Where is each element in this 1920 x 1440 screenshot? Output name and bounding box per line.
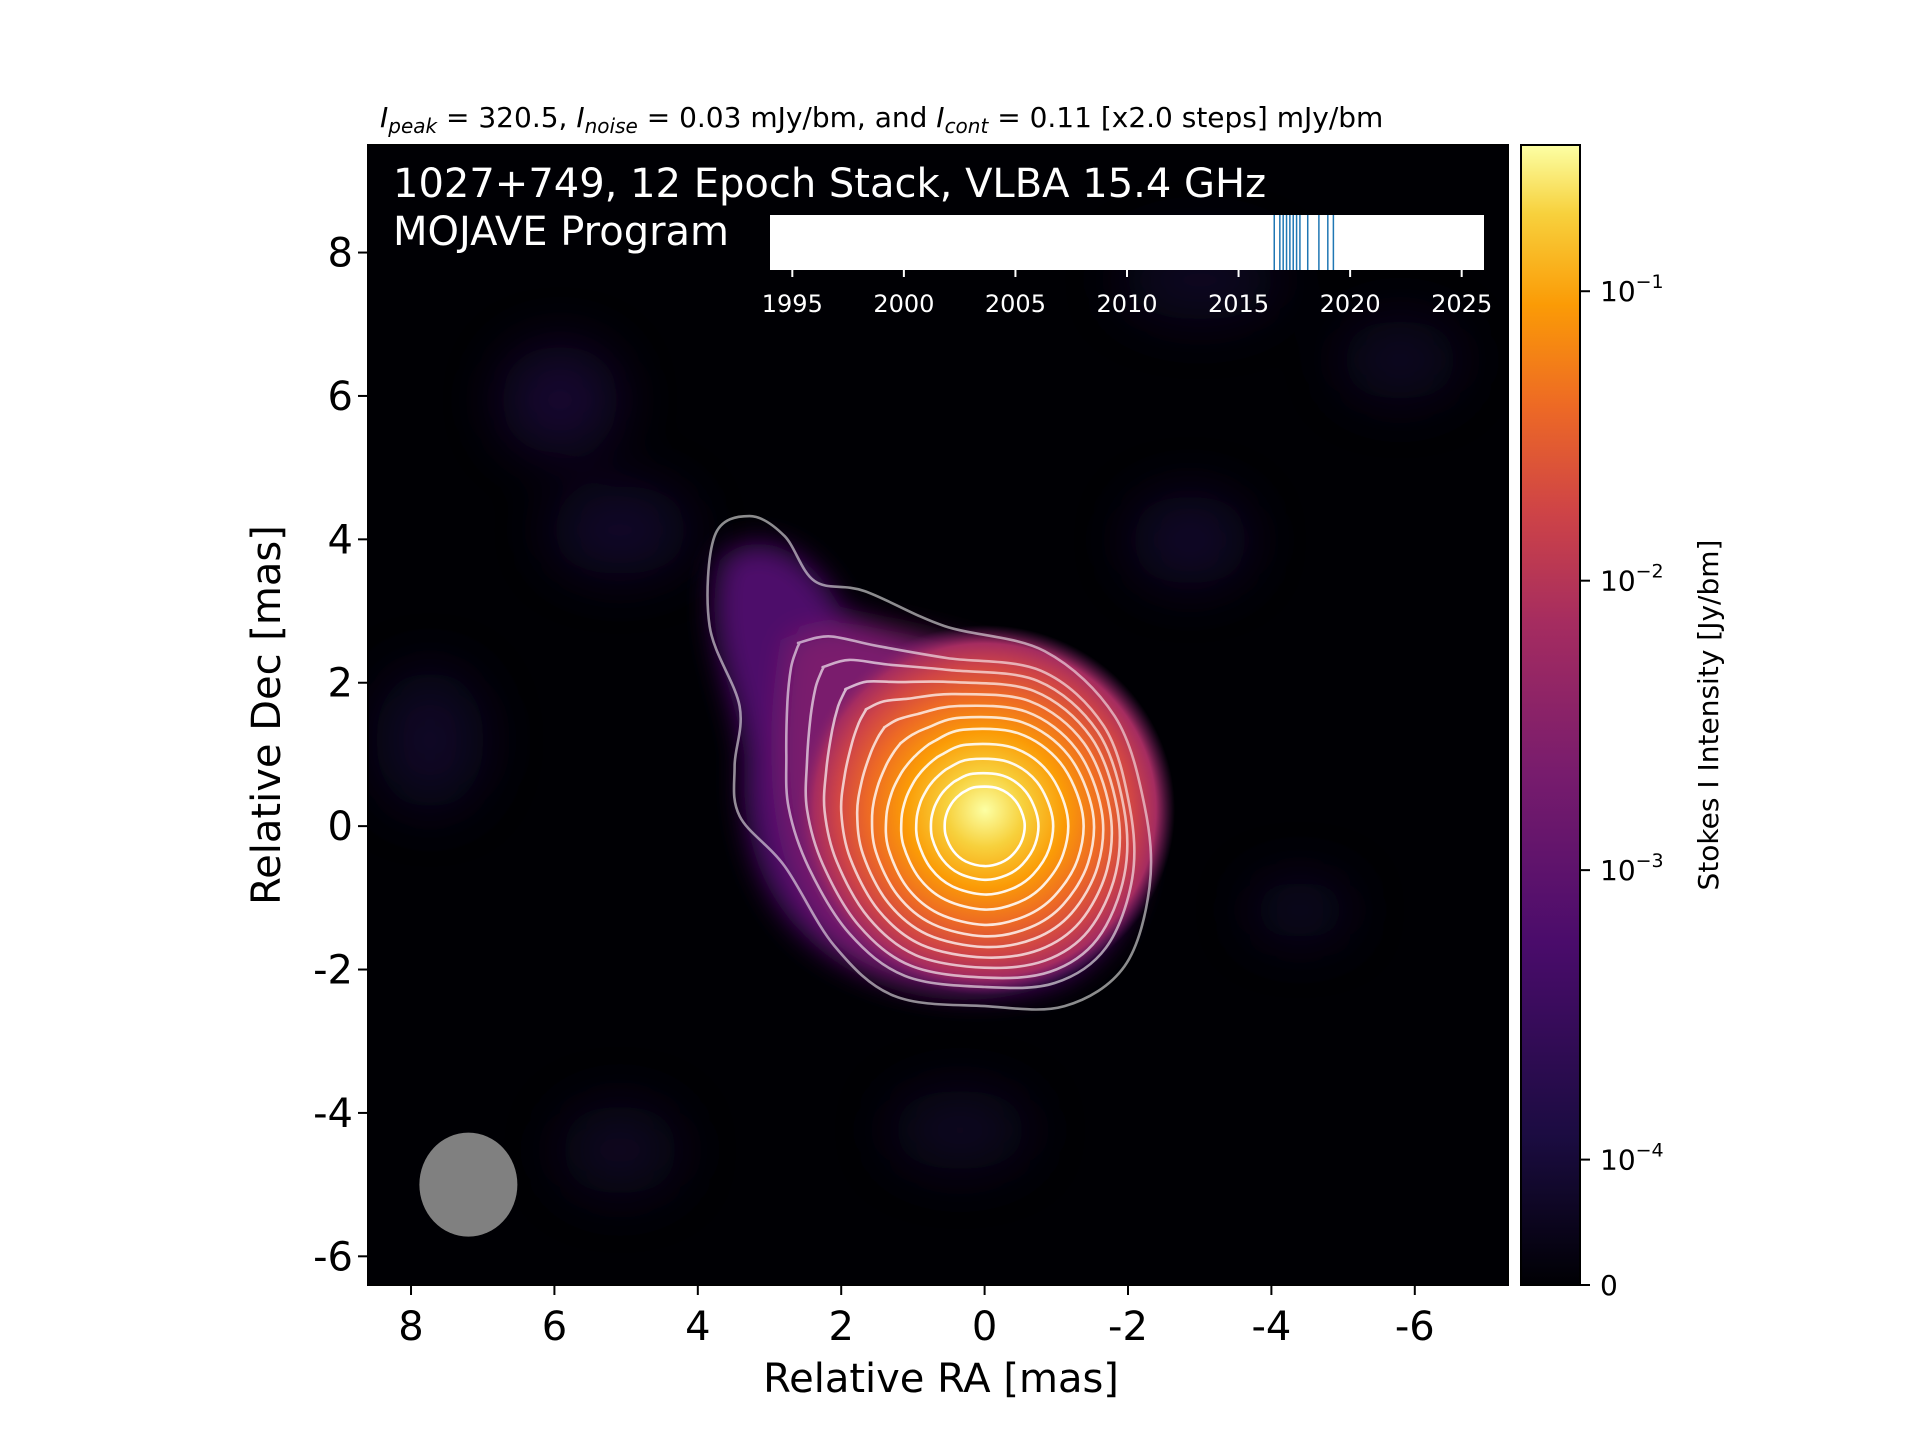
timeline-tick-label: 2020 bbox=[1320, 290, 1381, 318]
x-tick-label: -6 bbox=[1395, 1304, 1435, 1350]
colorbar-ticks: 0 10−4 10−3 10−2 10−1 bbox=[1580, 271, 1664, 1302]
colorbar-label: Stokes I Intensity [Jy/bm] bbox=[1692, 540, 1725, 891]
timeline-tick-label: 1995 bbox=[762, 290, 823, 318]
y-tick-label: 2 bbox=[328, 661, 353, 707]
colorbar-tick-label: 10−4 bbox=[1600, 1140, 1664, 1177]
diffuse-emission bbox=[375, 240, 1460, 1195]
contour-line bbox=[929, 771, 1040, 882]
epoch-timeline: 1995 2000 2005 2010 2015 2020 2025 bbox=[762, 215, 1492, 318]
colorbar-tick-label: 10−2 bbox=[1600, 561, 1664, 598]
timeline-tick-label: 2015 bbox=[1208, 290, 1269, 318]
x-tick-label: 8 bbox=[398, 1304, 423, 1350]
x-tick-label: 0 bbox=[972, 1304, 997, 1350]
colorbar: 0 10−4 10−3 10−2 10−1 Stokes I Intensity [Jy… bbox=[1520, 144, 1725, 1302]
contour-line bbox=[870, 715, 1096, 938]
x-tick-label: -2 bbox=[1108, 1304, 1148, 1350]
timeline-tick-label: 2025 bbox=[1431, 290, 1492, 318]
colorbar-gradient bbox=[1520, 144, 1581, 1286]
timeline-tick-label: 2000 bbox=[873, 290, 934, 318]
x-tick-label: 6 bbox=[542, 1304, 567, 1350]
contour-lines bbox=[706, 514, 1153, 1011]
x-axis-label: Relative RA [mas] bbox=[763, 1356, 1119, 1402]
contour-line bbox=[822, 679, 1122, 970]
contour-line bbox=[855, 704, 1105, 949]
contour-line bbox=[784, 635, 1136, 990]
contour-line bbox=[884, 727, 1085, 927]
contour-line bbox=[706, 514, 1153, 1011]
restoring-beam bbox=[419, 1132, 518, 1237]
image-plot bbox=[368, 145, 1508, 1285]
contour-line bbox=[914, 757, 1055, 896]
x-axis: 8 6 4 2 0 -2 -4 -6 bbox=[398, 1285, 1435, 1350]
x-tick-label: -4 bbox=[1251, 1304, 1291, 1350]
y-tick-label: 6 bbox=[328, 374, 353, 420]
y-tick-label: 8 bbox=[328, 231, 353, 277]
timeline-tick-label: 2010 bbox=[1096, 290, 1157, 318]
timeline-tick-label: 2005 bbox=[985, 290, 1046, 318]
plot-title-line1: 1027+749, 12 Epoch Stack, VLBA 15.4 GHz bbox=[393, 161, 1266, 207]
contour-line bbox=[804, 658, 1129, 980]
colorbar-tick-label: 10−3 bbox=[1600, 850, 1664, 887]
y-tick-label: -6 bbox=[313, 1234, 353, 1280]
y-tick-label: -2 bbox=[313, 948, 353, 994]
contour-line bbox=[839, 692, 1114, 959]
y-tick-label: 4 bbox=[328, 517, 353, 563]
timeline-box bbox=[770, 215, 1484, 270]
chart-header-stats: Ipeak = 320.5, Inoise = 0.03 mJy/bm, and… bbox=[380, 101, 1383, 138]
colorbar-tick-label: 0 bbox=[1600, 1269, 1618, 1302]
timeline-epochs bbox=[1273, 215, 1335, 270]
x-tick-label: 2 bbox=[828, 1304, 853, 1350]
colorbar-tick-label: 10−1 bbox=[1600, 271, 1664, 308]
timeline-ticks: 1995 2000 2005 2010 2015 2020 2025 bbox=[762, 270, 1492, 318]
y-tick-label: 0 bbox=[328, 804, 353, 850]
contour-line bbox=[943, 785, 1027, 868]
y-axis-label: Relative Dec [mas] bbox=[244, 525, 290, 905]
contour-line bbox=[899, 742, 1070, 911]
plot-frame bbox=[367, 144, 1509, 1286]
plot-title-line2: MOJAVE Program bbox=[393, 209, 729, 255]
x-tick-label: 4 bbox=[685, 1304, 710, 1350]
y-axis: 8 6 4 2 0 -2 -4 -6 bbox=[313, 231, 368, 1280]
y-tick-label: -4 bbox=[313, 1091, 353, 1137]
